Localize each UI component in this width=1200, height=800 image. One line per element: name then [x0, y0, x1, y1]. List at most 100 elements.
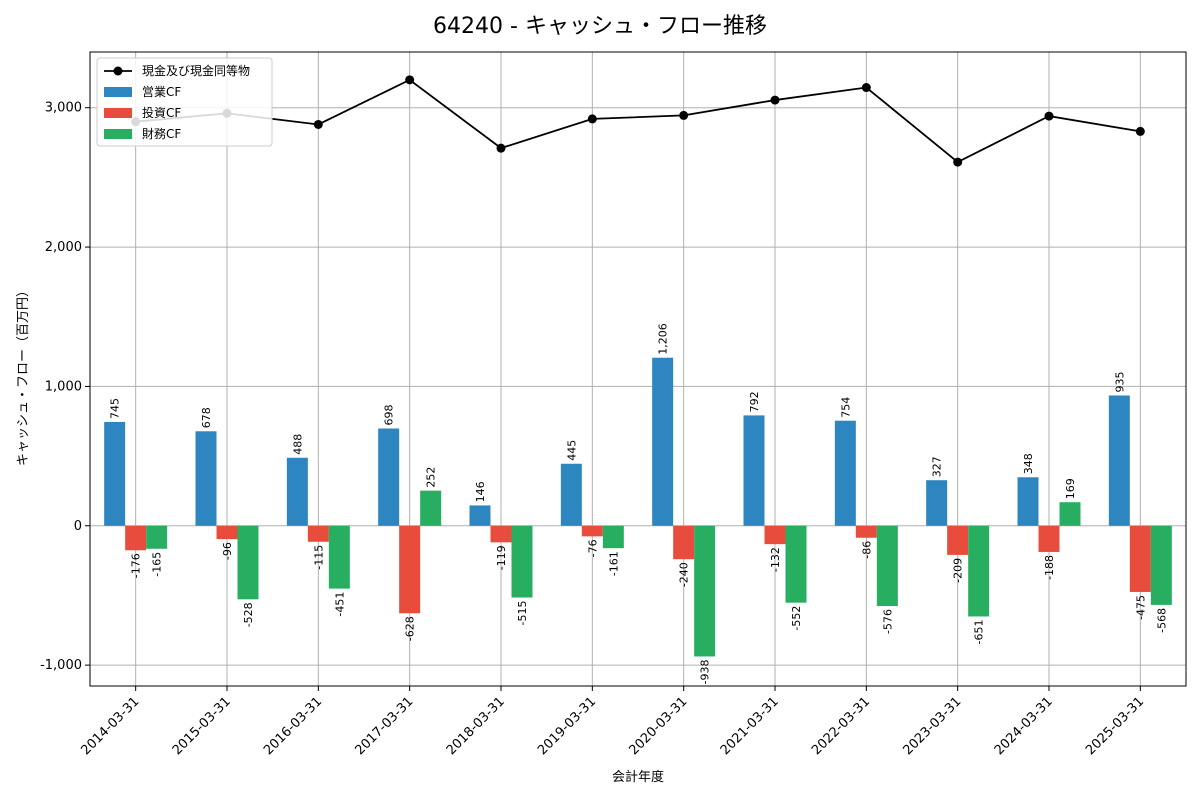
bar-営業CF — [195, 431, 217, 526]
y-tick-label: 2,000 — [45, 240, 82, 255]
bars — [104, 357, 1172, 657]
bar-value-label: -552 — [790, 606, 803, 631]
bar-value-label: -568 — [1155, 608, 1168, 633]
bar-value-label: 1,206 — [657, 323, 670, 355]
legend-swatch — [104, 129, 132, 139]
bar-value-label: -209 — [952, 558, 965, 583]
legend-swatch — [104, 87, 132, 97]
bar-財務CF — [237, 525, 259, 600]
line-point — [496, 143, 506, 153]
bar-財務CF — [785, 525, 807, 603]
bar-営業CF — [104, 421, 126, 526]
bar-value-label: -86 — [860, 541, 873, 559]
bar-value-label: -576 — [881, 609, 894, 634]
legend-swatch — [104, 108, 132, 118]
bar-value-label: -528 — [242, 602, 255, 627]
bar-財務CF — [420, 490, 442, 526]
line-point — [1044, 111, 1054, 121]
bar-value-label: -165 — [151, 552, 164, 577]
bar-value-label: 678 — [200, 407, 213, 428]
y-tick-label: 3,000 — [45, 101, 82, 116]
bar-value-label: -240 — [678, 562, 691, 587]
line-point — [953, 157, 963, 167]
bar-投資CF — [673, 525, 695, 560]
bar-営業CF — [469, 505, 491, 526]
y-tick-label: 1,000 — [45, 379, 82, 394]
bar-営業CF — [926, 480, 948, 526]
bar-value-label: -161 — [607, 551, 620, 576]
bar-営業CF — [1108, 395, 1130, 526]
bar-投資CF — [581, 525, 603, 537]
bar-投資CF — [125, 525, 147, 551]
bar-value-label: -451 — [333, 592, 346, 617]
y-axis-label: キャッシュ・フロー（百万円） — [16, 284, 31, 466]
bar-value-label: 488 — [291, 434, 304, 455]
bar-value-label: 146 — [474, 481, 487, 502]
plot-frame — [89, 51, 1187, 687]
bar-value-label: -188 — [1043, 555, 1056, 580]
bar-財務CF — [146, 525, 168, 549]
bar-財務CF — [694, 525, 716, 657]
bar-value-label: 169 — [1064, 478, 1077, 499]
bar-営業CF — [1017, 477, 1039, 526]
bar-value-label: 252 — [425, 467, 438, 488]
bar-value-label: 348 — [1022, 453, 1035, 474]
bar-財務CF — [602, 525, 624, 549]
legend-label: 財務CF — [142, 126, 181, 141]
line-point — [679, 110, 689, 120]
bar-財務CF — [511, 525, 533, 598]
bar-value-label: 754 — [839, 397, 852, 418]
bar-投資CF — [1129, 525, 1151, 592]
bar-value-label: -515 — [516, 601, 529, 626]
bar-営業CF — [560, 463, 582, 526]
bar-投資CF — [855, 525, 877, 538]
bar-value-label: -132 — [769, 547, 782, 572]
bar-営業CF — [743, 415, 765, 526]
y-axis: -1,000 0 1,000 2,000 3,000 — [40, 101, 90, 673]
bar-value-label: -176 — [130, 553, 143, 578]
legend-label: 現金及び現金同等物 — [142, 63, 250, 78]
bar-営業CF — [834, 420, 856, 526]
bar-財務CF — [1059, 502, 1081, 526]
line-point — [405, 75, 415, 85]
y-tick-label: 0 — [74, 519, 82, 534]
line-point — [770, 95, 780, 105]
line-point — [1135, 126, 1145, 136]
bar-value-label: -96 — [221, 542, 234, 560]
bar-財務CF — [1150, 525, 1172, 605]
value-labels: 745 678 488 698 146 445 1,206 792 754 327 348 935 -1… — [109, 323, 1169, 684]
line-point — [861, 83, 871, 93]
bar-value-label: 792 — [748, 391, 761, 412]
bar-value-label: 698 — [383, 404, 396, 425]
bar-投資CF — [216, 525, 238, 540]
bar-財務CF — [328, 525, 350, 589]
bar-投資CF — [490, 525, 512, 543]
bar-value-label: 935 — [1113, 371, 1126, 392]
bar-value-label: 327 — [931, 456, 944, 477]
bar-value-label: -119 — [495, 545, 508, 570]
bar-value-label: -651 — [973, 619, 986, 644]
bar-投資CF — [764, 525, 786, 545]
bar-value-label: -76 — [586, 539, 599, 557]
legend-marker — [113, 66, 123, 76]
bar-value-label: -628 — [404, 616, 417, 641]
legend-label: 営業CF — [142, 85, 181, 99]
bar-財務CF — [876, 525, 898, 607]
bar-営業CF — [286, 457, 308, 526]
legend-label: 投資CF — [142, 105, 181, 120]
bar-value-label: -475 — [1134, 595, 1147, 620]
bar-投資CF — [947, 525, 969, 555]
y-tick-label: -1,000 — [40, 658, 82, 673]
bar-value-label: 745 — [109, 398, 122, 419]
line-point — [587, 114, 597, 124]
bar-投資CF — [399, 525, 421, 614]
bar-投資CF — [1038, 525, 1060, 552]
bar-value-label: -938 — [699, 659, 712, 684]
legend-box — [96, 57, 273, 147]
bar-value-label: 445 — [565, 440, 578, 461]
cash-line — [131, 75, 1145, 167]
grid — [90, 52, 1186, 686]
line-point — [313, 119, 323, 129]
